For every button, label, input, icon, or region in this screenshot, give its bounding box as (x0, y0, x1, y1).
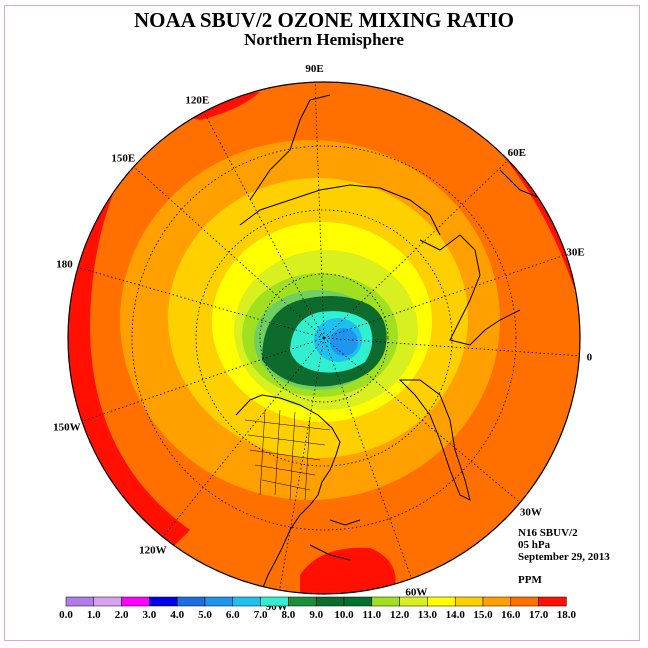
colorbar-tick-label: 15.0 (473, 609, 493, 621)
colorbar-tick-label: 13.0 (418, 609, 438, 621)
colorbar-tick-label: 0.0 (59, 609, 73, 621)
meridian-line (323, 337, 521, 503)
meridian-line (279, 337, 325, 591)
meridian-line (323, 337, 580, 357)
asia-outline (239, 94, 441, 236)
colorbar-tick-label: 17.0 (529, 609, 549, 621)
contour-17ppm-patch-south (300, 547, 396, 594)
date-label: September 29, 2013 (518, 551, 610, 563)
meridian-line (323, 159, 509, 339)
meridian-line (314, 82, 325, 339)
colorbar-tick-label: 10.0 (334, 609, 354, 621)
colorbar-swatch (482, 596, 512, 607)
colorbar-swatch (427, 596, 456, 607)
colorbar-swatch (399, 596, 428, 607)
greenland-outline (398, 379, 471, 501)
europe-outline (419, 234, 521, 346)
colorbar: 0.0 1.0 2.0 3.0 4.0 5.0 6.0 7.0 8.0 9.0 10.0 11.0 12… (59, 596, 577, 621)
colorbar-tick-label: 6.0 (226, 609, 240, 621)
figure-frame (4, 5, 640, 641)
meridian-line (323, 254, 567, 339)
colorbar-tick-label: 1.0 (87, 609, 101, 621)
colorbar-tick-label: 5.0 (198, 609, 212, 621)
colorbar-swatch (288, 596, 317, 607)
meridian-line (323, 337, 412, 579)
north-america-outline (235, 394, 341, 591)
colorbar-swatch (315, 596, 345, 607)
colorbar-swatch (93, 596, 122, 607)
colorbar-swatch (260, 596, 289, 607)
colorbar-tick-label: 16.0 (501, 609, 521, 621)
colorbar-tick-label: 9.0 (309, 609, 323, 621)
longitude-label: 30W (520, 507, 542, 519)
longitude-label: 30E (566, 246, 584, 258)
colorbar-swatch (454, 596, 484, 607)
contour-6ppm (330, 328, 358, 356)
colorbar-tick-label: 2.0 (115, 609, 129, 621)
colorbar-swatch (371, 596, 400, 607)
colorbar-swatch (121, 596, 150, 607)
longitude-label: 120E (185, 95, 209, 107)
units-label: PPM (518, 574, 542, 586)
colorbar-tick-label: 3.0 (143, 609, 157, 621)
colorbar-swatch (149, 596, 178, 607)
colorbar-tick-label: 11.0 (362, 609, 381, 621)
longitude-label: 120W (139, 544, 167, 556)
longitude-label: 180 (56, 259, 73, 271)
longitude-label: 60E (508, 147, 526, 159)
longitude-label: 150E (111, 152, 135, 164)
meridian-line (133, 166, 325, 339)
colorbar-swatch (232, 596, 261, 607)
map-subtitle: Northern Hemisphere (244, 30, 404, 49)
colorbar-tick-label: 4.0 (170, 609, 184, 621)
us-state-grid (244, 409, 331, 501)
lat-lon-grid (77, 82, 580, 591)
colorbar-tick-label: 18.0 (557, 609, 577, 621)
caribbean-outline (309, 519, 361, 561)
meridian-line (203, 111, 325, 339)
meridian-line (77, 267, 325, 339)
colorbar-swatch (176, 596, 206, 607)
longitude-label: 150W (53, 422, 81, 434)
longitude-label: 60W (405, 587, 427, 599)
colorbar-swatch (510, 596, 539, 607)
meridian-line (81, 337, 325, 422)
colorbar-tick-label: 12.0 (390, 609, 410, 621)
colorbar-swatch (538, 596, 567, 607)
colorbar-swatch (343, 596, 373, 607)
longitude-label: 90E (305, 63, 323, 75)
instrument-label: N16 SBUV/2 (518, 527, 578, 539)
map-title: NOAA SBUV/2 OZONE MIXING RATIO (134, 8, 514, 32)
colorbar-swatch (204, 596, 234, 607)
pressure-level-label: 05 hPa (518, 539, 551, 551)
colorbar-tick-label: 8.0 (282, 609, 296, 621)
meridian-lines (77, 82, 580, 591)
colorbar-swatch (65, 596, 95, 607)
map-boundary (67, 81, 581, 595)
longitude-label: 0 (587, 352, 593, 364)
colorbar-tick-label: 7.0 (254, 609, 268, 621)
meridian-line (162, 337, 325, 538)
colorbar-tick-label: 14.0 (446, 609, 466, 621)
